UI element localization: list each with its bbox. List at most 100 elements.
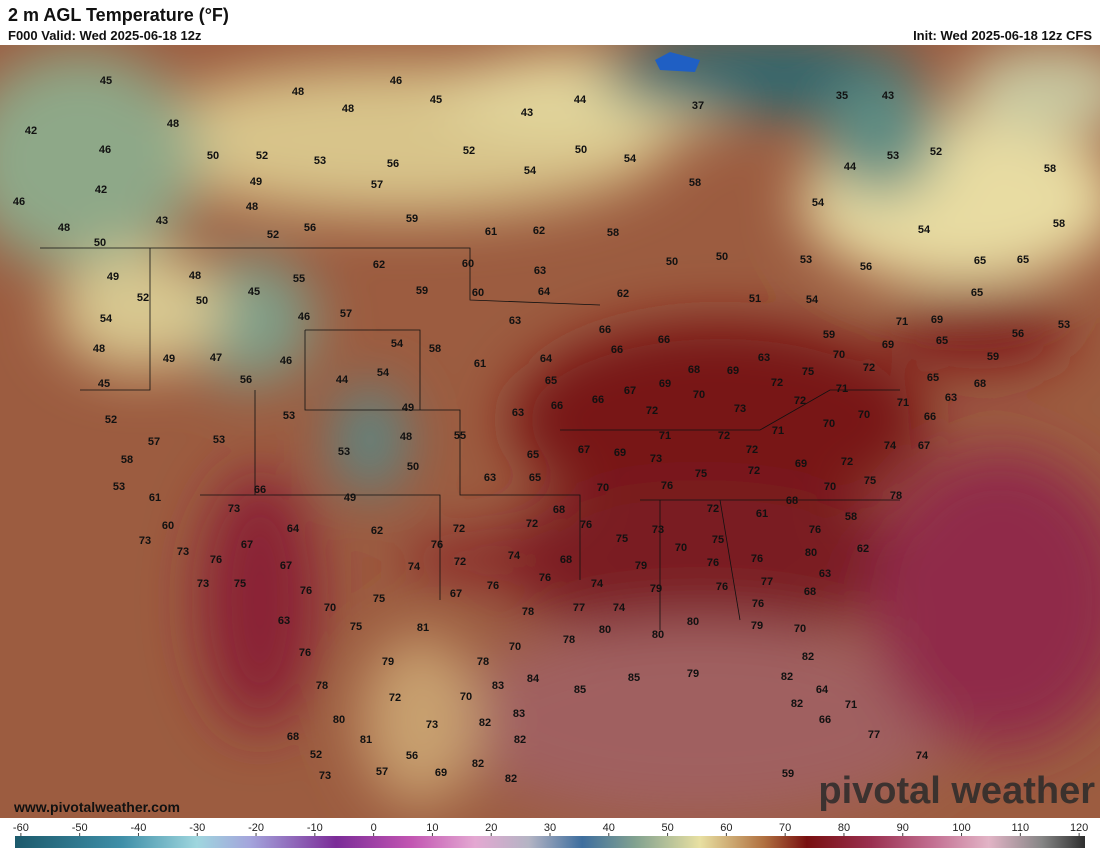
station-value: 67 (578, 444, 590, 456)
station-value: 48 (400, 431, 412, 443)
station-value: 76 (539, 572, 551, 584)
station-value: 80 (599, 624, 611, 636)
station-value: 54 (806, 294, 819, 306)
station-value: 50 (207, 150, 219, 162)
station-value: 85 (574, 684, 586, 696)
station-value: 61 (756, 508, 768, 520)
station-value: 76 (751, 553, 763, 565)
station-value: 68 (974, 378, 986, 390)
station-value: 70 (597, 482, 609, 494)
station-value: 76 (487, 580, 499, 592)
station-value: 53 (213, 434, 225, 446)
station-value: 75 (864, 475, 876, 487)
station-value: 76 (716, 581, 728, 593)
station-value: 61 (149, 492, 161, 504)
station-value: 74 (916, 750, 929, 762)
station-value: 50 (407, 461, 419, 473)
station-value: 56 (387, 158, 399, 170)
station-value: 48 (246, 201, 258, 213)
station-value: 58 (1053, 218, 1065, 230)
station-value: 66 (924, 411, 936, 423)
station-value: 57 (148, 436, 160, 448)
station-value: 70 (858, 409, 870, 421)
station-value: 62 (373, 259, 385, 271)
station-value: 44 (574, 94, 587, 106)
station-value: 71 (836, 383, 848, 395)
station-value: 67 (280, 560, 292, 572)
station-value: 67 (450, 588, 462, 600)
station-value: 72 (794, 395, 806, 407)
station-value: 75 (373, 593, 385, 605)
station-value: 80 (687, 616, 699, 628)
colorbar-tick-label: 10 (426, 822, 438, 834)
station-value: 57 (371, 179, 383, 191)
station-value: 79 (382, 656, 394, 668)
station-value: 81 (360, 734, 372, 746)
station-value: 56 (860, 261, 872, 273)
station-value: 57 (376, 766, 388, 778)
watermark: pivotal weather (818, 770, 1095, 812)
station-value: 53 (314, 155, 326, 167)
colorbar-tick-label: 50 (661, 822, 673, 834)
station-value: 48 (93, 343, 105, 355)
station-value: 58 (689, 177, 701, 189)
station-value: 65 (1017, 254, 1029, 266)
station-value: 54 (918, 224, 931, 236)
station-value: 43 (156, 215, 168, 227)
station-value: 80 (652, 629, 664, 641)
station-value: 64 (287, 523, 300, 535)
station-value: 69 (931, 314, 943, 326)
station-value: 66 (658, 334, 670, 346)
station-value: 67 (624, 385, 636, 397)
station-value: 76 (661, 480, 673, 492)
station-value: 45 (100, 75, 112, 87)
colorbar-tick-label: 70 (779, 822, 791, 834)
lake-marker (655, 52, 700, 72)
station-value: 65 (936, 335, 948, 347)
station-value: 46 (99, 144, 111, 156)
station-value: 70 (693, 389, 705, 401)
station-value: 74 (613, 602, 626, 614)
station-value: 76 (210, 554, 222, 566)
station-value: 59 (406, 213, 418, 225)
station-value: 72 (646, 405, 658, 417)
station-value: 52 (310, 749, 322, 761)
station-value: 74 (884, 440, 897, 452)
station-value: 67 (241, 539, 253, 551)
station-value: 72 (746, 444, 758, 456)
colorbar-tick-label: 90 (897, 822, 909, 834)
station-value: 69 (659, 378, 671, 390)
station-value: 79 (687, 668, 699, 680)
station-value: 56 (406, 750, 418, 762)
station-value: 79 (650, 583, 662, 595)
station-value: 58 (429, 343, 441, 355)
station-value: 60 (162, 520, 174, 532)
temperature-field (0, 45, 1100, 818)
station-value: 69 (435, 767, 447, 779)
station-value: 76 (580, 519, 592, 531)
station-value: 46 (298, 311, 310, 323)
station-value: 52 (256, 150, 268, 162)
station-value: 70 (833, 349, 845, 361)
station-value: 71 (772, 425, 784, 437)
station-value: 73 (139, 535, 151, 547)
station-value: 55 (293, 273, 305, 285)
station-value: 72 (453, 523, 465, 535)
station-value: 42 (95, 184, 107, 196)
station-value: 49 (163, 353, 175, 365)
colorbar-tick-label: -40 (131, 822, 147, 834)
station-value: 67 (918, 440, 930, 452)
station-value: 53 (283, 410, 295, 422)
station-value: 59 (823, 329, 835, 341)
station-value: 70 (675, 542, 687, 554)
colorbar-tick-label: 100 (952, 822, 970, 834)
station-value: 63 (534, 265, 546, 277)
station-value: 82 (791, 698, 803, 710)
station-value: 59 (782, 768, 794, 780)
station-value: 58 (845, 511, 857, 523)
station-value: 72 (863, 362, 875, 374)
station-value: 46 (390, 75, 402, 87)
station-value: 63 (278, 615, 290, 627)
station-value: 82 (479, 717, 491, 729)
